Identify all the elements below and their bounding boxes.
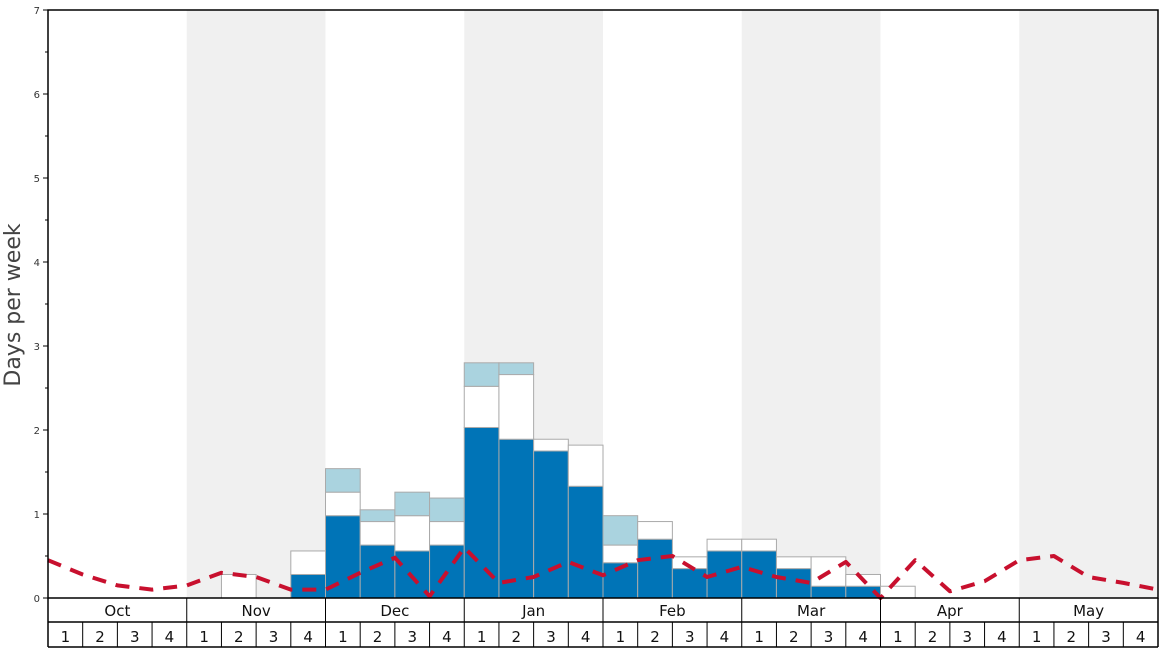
- month-label-feb: Feb: [659, 602, 686, 620]
- y-tick-label: 4: [34, 258, 40, 269]
- y-tick-label: 7: [34, 6, 40, 17]
- y-tick-label: 2: [34, 426, 40, 437]
- week-label: 2: [928, 628, 938, 646]
- bar-segment-3-week-13: [463, 362, 500, 387]
- week-label: 1: [61, 628, 71, 646]
- week-label: 4: [442, 628, 452, 646]
- y-tick-label: 6: [34, 90, 40, 101]
- week-label: 4: [997, 628, 1007, 646]
- bar-segment-3-week-17: [602, 515, 639, 546]
- bar-segment-3-week-11: [394, 491, 431, 517]
- week-label: 1: [616, 628, 626, 646]
- bar-segment-1-week-18: [637, 538, 673, 599]
- bar-segment-2-week-25: [880, 585, 916, 599]
- bar-segment-3-week-9: [325, 468, 361, 493]
- bar-segment-3-week-12: [429, 497, 465, 523]
- week-label: 4: [1136, 628, 1146, 646]
- week-label: 2: [95, 628, 105, 646]
- bar-segment-2-week-12: [429, 521, 465, 546]
- week-label: 1: [1032, 628, 1042, 646]
- bar-segment-2-week-18: [637, 521, 673, 540]
- y-axis: 0 1 2 3 4 5 6 7: [34, 6, 48, 605]
- y-tick-label: 5: [34, 174, 40, 185]
- week-label: 4: [858, 628, 868, 646]
- x-axis: Oct 1 2 3 4 Nov 1 2 3 4 Dec 1 2 3 4 Jan 1 2 3 4 Feb 1 2 3 4 Mar 1 2…: [47, 598, 1159, 648]
- bar-segment-2-week-13: [463, 385, 500, 428]
- y-axis-label: Days per week: [1, 223, 26, 386]
- month-shade-mar: [741, 10, 881, 598]
- week-label: 3: [824, 628, 834, 646]
- month-label-dec: Dec: [380, 602, 409, 620]
- month-label-may: May: [1073, 602, 1104, 620]
- bar-segment-2-week-10: [359, 521, 396, 546]
- bar-segment-2-week-15: [533, 438, 569, 452]
- month-label-oct: Oct: [104, 602, 130, 620]
- week-label: 3: [546, 628, 556, 646]
- y-tick-label: 3: [34, 342, 40, 353]
- dashed-line-layer: [47, 545, 1159, 600]
- month-shading-layer: [186, 10, 1158, 598]
- bar-segment-3-week-14: [498, 362, 535, 376]
- bar-segment-2-week-6: [220, 573, 257, 599]
- month-label-mar: Mar: [797, 602, 826, 620]
- week-label: 2: [512, 628, 522, 646]
- week-label: 2: [234, 628, 244, 646]
- bars-layer: [220, 362, 916, 599]
- bar-segment-2-week-17: [602, 544, 639, 564]
- week-label: 4: [165, 628, 175, 646]
- bar-segment-1-week-10: [359, 544, 396, 599]
- month-label-apr: Apr: [937, 602, 964, 620]
- bar-segment-1-week-15: [533, 450, 569, 599]
- week-label: 1: [477, 628, 487, 646]
- bar-segment-1-week-23: [810, 585, 847, 599]
- week-label: 2: [650, 628, 660, 646]
- bar-segment-1-week-13: [463, 426, 500, 599]
- week-label: 2: [1067, 628, 1077, 646]
- bar-segment-1-week-16: [567, 485, 604, 599]
- week-label: 3: [962, 628, 972, 646]
- week-label: 1: [199, 628, 209, 646]
- bar-segment-2-week-8: [290, 550, 326, 575]
- bar-segment-2-week-22: [775, 556, 812, 570]
- bar-segment-2-week-20: [706, 538, 743, 552]
- week-label: 1: [338, 628, 348, 646]
- week-label: 2: [789, 628, 799, 646]
- bar-segment-1-week-14: [498, 438, 535, 599]
- bar-segment-1-week-8: [290, 573, 326, 599]
- bar-segment-2-week-9: [325, 491, 361, 517]
- month-shade-nov: [186, 10, 326, 598]
- week-label: 3: [407, 628, 417, 646]
- y-tick-label: 1: [34, 510, 40, 521]
- week-label: 3: [685, 628, 695, 646]
- y-tick-label: 0: [34, 594, 40, 605]
- week-label: 1: [754, 628, 764, 646]
- week-label: 4: [303, 628, 313, 646]
- week-label: 3: [1101, 628, 1111, 646]
- month-label-jan: Jan: [521, 602, 545, 620]
- bar-segment-2-week-21: [741, 538, 777, 552]
- bar-segment-2-week-11: [394, 515, 431, 552]
- dashed-line: [47, 545, 1159, 600]
- bar-segment-2-week-16: [567, 444, 604, 487]
- week-label: 2: [373, 628, 383, 646]
- week-label: 4: [581, 628, 591, 646]
- week-label: 4: [720, 628, 730, 646]
- bar-segment-3-week-10: [359, 509, 396, 523]
- week-label: 1: [893, 628, 903, 646]
- bar-segment-1-week-19: [671, 568, 708, 599]
- month-shade-may: [1019, 10, 1158, 598]
- bar-segment-1-week-21: [741, 550, 777, 599]
- bar-segment-2-week-14: [498, 374, 535, 440]
- week-label: 3: [130, 628, 140, 646]
- month-label-nov: Nov: [241, 602, 270, 620]
- week-label: 3: [269, 628, 279, 646]
